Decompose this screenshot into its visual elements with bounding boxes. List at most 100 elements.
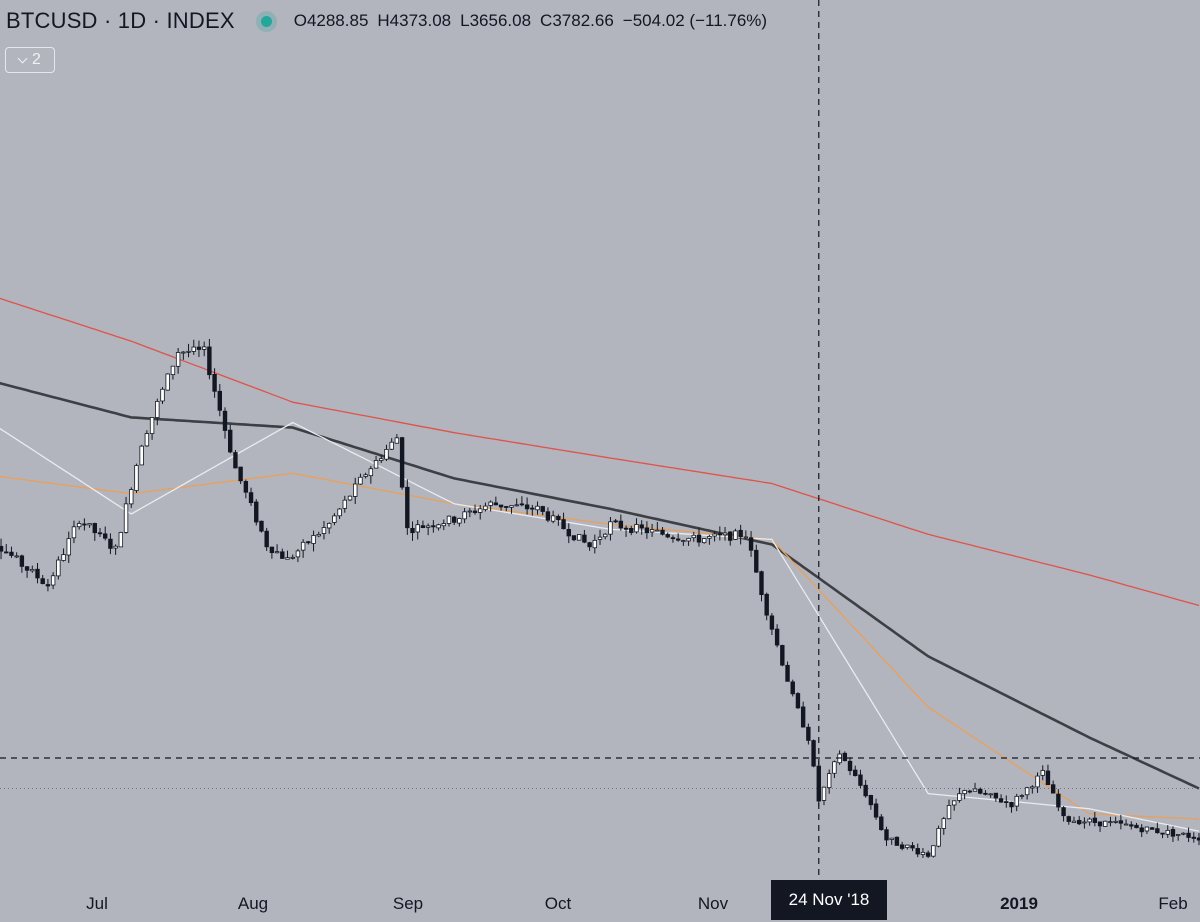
candle: [1170, 826, 1176, 842]
candle: [493, 496, 499, 506]
candle: [842, 751, 848, 762]
candle: [1009, 801, 1014, 813]
candle: [201, 341, 207, 357]
candle: [655, 521, 660, 532]
candle: [1165, 825, 1170, 838]
candle: [863, 779, 868, 798]
candle: [92, 522, 97, 541]
candle: [925, 850, 931, 859]
candle: [451, 515, 457, 526]
candle: [1144, 826, 1150, 834]
candle: [1024, 786, 1030, 800]
candle: [181, 351, 186, 360]
candle: [790, 679, 795, 697]
candle: [993, 792, 999, 802]
time-axis[interactable]: Jul Aug Sep Oct Nov 2019 Feb: [0, 882, 1200, 922]
time-tick-oct: Oct: [544, 894, 572, 913]
low-value: L3656.08: [460, 11, 532, 30]
candle: [1129, 821, 1134, 830]
candle: [639, 520, 644, 535]
candle: [259, 520, 264, 533]
candle: [566, 523, 571, 544]
candle: [733, 528, 738, 540]
moving-average-lines: [0, 297, 1200, 832]
candle: [207, 338, 212, 380]
candle: [212, 368, 217, 398]
candle: [97, 527, 103, 537]
candle: [1108, 816, 1113, 827]
candle: [764, 592, 769, 621]
candle: [545, 507, 551, 523]
crosshair-date-label: 24 Nov '18: [771, 880, 887, 920]
candle: [170, 365, 176, 380]
candle: [19, 554, 25, 573]
candle: [681, 539, 686, 546]
candle: [1056, 789, 1061, 812]
candle: [155, 398, 160, 426]
candle: [978, 787, 983, 795]
candle: [363, 472, 368, 479]
candle: [311, 530, 316, 552]
candle: [920, 848, 926, 859]
candle: [457, 517, 462, 527]
symbol-title[interactable]: BTCUSD · 1D · INDEX: [6, 8, 235, 33]
candle: [712, 531, 717, 542]
candle: [952, 800, 957, 811]
candle: [915, 843, 920, 858]
candle: [290, 554, 295, 560]
candle: [649, 523, 655, 537]
candle: [587, 541, 592, 551]
candle: [186, 343, 191, 358]
time-tick-2019: 2019: [1000, 894, 1038, 913]
candle: [623, 525, 629, 537]
candle: [436, 523, 441, 531]
candle: [384, 444, 389, 461]
candle: [873, 798, 879, 820]
candle: [957, 787, 962, 803]
candle: [910, 842, 915, 852]
candle: [936, 825, 941, 848]
candle: [748, 531, 754, 557]
candle: [728, 531, 733, 546]
candle: [1030, 785, 1035, 794]
candle: [488, 500, 493, 512]
candle: [629, 525, 634, 536]
candle: [550, 510, 556, 524]
candle: [509, 505, 514, 514]
candle: [962, 789, 967, 800]
candle: [467, 508, 473, 518]
candle: [35, 562, 40, 584]
candle: [389, 438, 394, 451]
candle: [738, 524, 743, 545]
candle: [670, 535, 676, 543]
indicators-toggle-button[interactable]: 2: [5, 47, 55, 73]
candle: [123, 496, 129, 534]
candle: [483, 502, 488, 512]
moving-average-dark: [0, 381, 1200, 790]
candle: [1035, 772, 1040, 793]
candle: [634, 518, 639, 534]
candle: [1113, 816, 1118, 824]
candle: [847, 757, 853, 776]
candle: [592, 534, 598, 554]
candle: [1191, 832, 1196, 843]
candle: [998, 794, 1004, 803]
candle: [0, 538, 4, 560]
candle: [118, 531, 124, 548]
candle: [1004, 795, 1009, 808]
candle: [514, 498, 519, 507]
candle: [196, 340, 202, 358]
candle: [1160, 832, 1165, 839]
candle: [56, 556, 61, 580]
candle: [405, 479, 410, 535]
open-value: O4288.85: [293, 11, 369, 30]
candle: [295, 549, 301, 563]
candle: [524, 497, 530, 515]
candle: [1082, 817, 1087, 829]
candle: [45, 578, 51, 592]
candle: [660, 527, 665, 536]
candle: [233, 449, 238, 469]
candle: [446, 515, 452, 527]
candle: [811, 739, 816, 768]
